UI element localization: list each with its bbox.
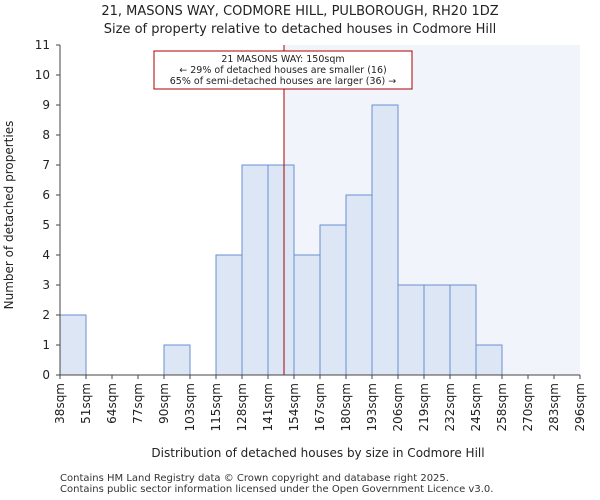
- x-tick-label-128sqm: 128sqm: [235, 383, 249, 431]
- bar-38sqm: [59, 314, 87, 376]
- x-tick-label-296sqm: 296sqm: [573, 383, 587, 431]
- x-tick-label-245sqm: 245sqm: [469, 383, 483, 431]
- y-tick-label-0: 0: [42, 368, 50, 382]
- x-tick-label-115sqm: 115sqm: [209, 383, 223, 431]
- bar-245sqm: [475, 344, 503, 376]
- y-tick-label-3: 3: [42, 278, 50, 292]
- x-tick-label-38sqm: 38sqm: [53, 383, 67, 424]
- x-tick-label-270sqm: 270sqm: [521, 383, 535, 431]
- x-tick-label-77sqm: 77sqm: [131, 383, 145, 424]
- x-axis: 38sqm 51sqm 64sqm 77sqm 90sqm 103sqm 115sqm 128…: [53, 375, 587, 431]
- y-tick-label-6: 6: [42, 188, 50, 202]
- x-tick-label-180sqm: 180sqm: [339, 383, 353, 431]
- x-tick-label-64sqm: 64sqm: [105, 383, 119, 424]
- bar-180sqm: [345, 194, 373, 376]
- x-tick-label-219sqm: 219sqm: [417, 383, 431, 431]
- bar-206sqm: [397, 284, 425, 376]
- y-axis-label: Number of detached properties: [2, 121, 16, 310]
- y-tick-label-7: 7: [42, 158, 50, 172]
- x-tick-label-232sqm: 232sqm: [443, 383, 457, 431]
- y-tick-label-5: 5: [42, 218, 50, 232]
- y-axis: 0 1 2 3 4 5 6 7 8 9 10 11: [35, 38, 60, 382]
- bars-group: [59, 104, 503, 376]
- annotation-line-2: ← 29% of detached houses are smaller (16…: [179, 65, 386, 76]
- y-tick-label-4: 4: [42, 248, 50, 262]
- annotation-border: [153, 50, 413, 90]
- bar-219sqm: [423, 284, 451, 376]
- bar-141sqm: [267, 164, 295, 376]
- x-tick-label-154sqm: 154sqm: [287, 383, 301, 431]
- bar-167sqm: [319, 224, 347, 376]
- annotation-box: 21 MASONS WAY: 150sqm ← 29% of detached …: [153, 50, 413, 90]
- x-tick-label-283sqm: 283sqm: [547, 383, 561, 431]
- footer-line-2: Contains public sector information licen…: [60, 484, 494, 495]
- x-tick-label-103sqm: 103sqm: [183, 383, 197, 431]
- y-tick-label-2: 2: [42, 308, 50, 322]
- bar-115sqm: [215, 254, 243, 376]
- y-tick-label-11: 11: [35, 38, 50, 52]
- chart-title: 21, MASONS WAY, CODMORE HILL, PULBOROUGH…: [0, 3, 600, 39]
- annotation-line-3: 65% of semi-detached houses are larger (…: [170, 76, 397, 87]
- x-tick-label-141sqm: 141sqm: [261, 383, 275, 431]
- y-tick-label-10: 10: [35, 68, 50, 82]
- y-tick-label-1: 1: [42, 338, 50, 352]
- x-tick-label-206sqm: 206sqm: [391, 383, 405, 431]
- bar-154sqm: [293, 254, 321, 376]
- x-tick-label-167sqm: 167sqm: [313, 383, 327, 431]
- title-line-2: Size of property relative to detached ho…: [103, 22, 497, 37]
- bar-193sqm: [371, 104, 399, 376]
- y-tick-label-8: 8: [42, 128, 50, 142]
- footer-attribution: Contains HM Land Registry data © Crown c…: [60, 473, 493, 495]
- bar-232sqm: [449, 284, 477, 376]
- x-tick-label-258sqm: 258sqm: [495, 383, 509, 431]
- y-tick-label-9: 9: [42, 98, 50, 112]
- x-axis-label: Distribution of detached houses by size …: [151, 446, 484, 460]
- annotation-line-1: 21 MASONS WAY: 150sqm: [221, 54, 344, 65]
- bar-128sqm: [241, 164, 269, 376]
- bar-90sqm: [163, 344, 191, 376]
- title-line-1: 21, MASONS WAY, CODMORE HILL, PULBOROUGH…: [101, 4, 499, 19]
- x-tick-label-90sqm: 90sqm: [157, 383, 171, 424]
- x-tick-label-51sqm: 51sqm: [79, 383, 93, 424]
- x-tick-label-193sqm: 193sqm: [365, 383, 379, 431]
- footer-line-1: Contains HM Land Registry data © Crown c…: [60, 473, 449, 484]
